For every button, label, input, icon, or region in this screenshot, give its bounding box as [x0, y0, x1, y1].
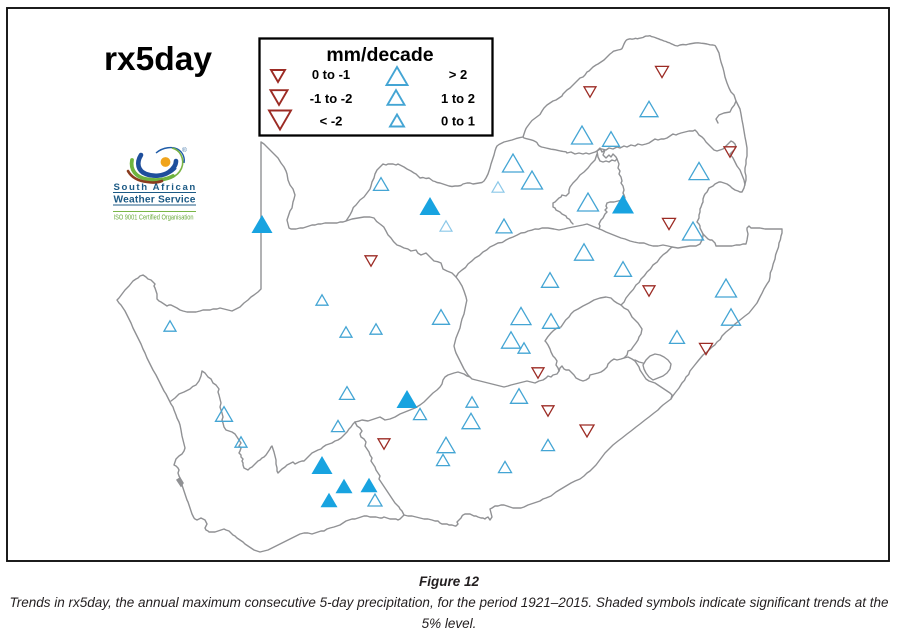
svg-text:5% level.: 5% level.: [422, 616, 477, 631]
svg-text:0 to 1: 0 to 1: [441, 114, 475, 129]
svg-text:Weather Service: Weather Service: [114, 195, 196, 206]
svg-text:> 2: > 2: [449, 67, 467, 82]
svg-text:-1 to -2: -1 to -2: [310, 91, 353, 106]
svg-text:< -2: < -2: [320, 114, 343, 129]
svg-text:Trends in rx5day, the annual m: Trends in rx5day, the annual maximum con…: [9, 595, 888, 610]
svg-text:®: ®: [182, 146, 187, 154]
svg-text:0 to -1: 0 to -1: [312, 67, 350, 82]
svg-text:ISO 9001 Certified Organisatio: ISO 9001 Certified Organisation: [114, 213, 194, 222]
svg-text:South African: South African: [114, 182, 197, 193]
svg-text:1 to 2: 1 to 2: [441, 91, 475, 106]
svg-text:Figure 12: Figure 12: [419, 574, 480, 589]
svg-text:rx5day: rx5day: [104, 41, 212, 78]
svg-text:mm/decade: mm/decade: [326, 44, 433, 66]
